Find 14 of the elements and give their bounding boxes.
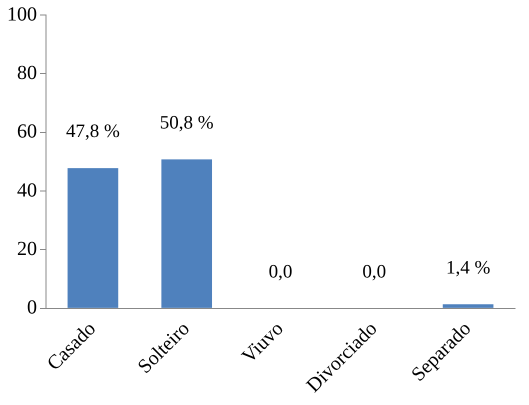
y-tick-label: 80 <box>17 62 37 84</box>
y-tick-label: 20 <box>17 238 37 260</box>
data-label: 50,8 % <box>160 112 214 134</box>
bar <box>68 168 118 308</box>
data-label: 0,0 <box>268 261 292 282</box>
y-tick-label: 0 <box>27 296 37 319</box>
bar <box>161 159 212 308</box>
data-label: 0,0 <box>362 261 386 282</box>
y-tick-label: 40 <box>17 179 37 202</box>
bar <box>442 304 494 308</box>
data-label: 47,8 % <box>66 121 120 142</box>
data-label: 1,4 % <box>446 257 490 278</box>
y-tick-label: 60 <box>17 120 37 143</box>
y-tick-label: 100 <box>7 3 37 26</box>
